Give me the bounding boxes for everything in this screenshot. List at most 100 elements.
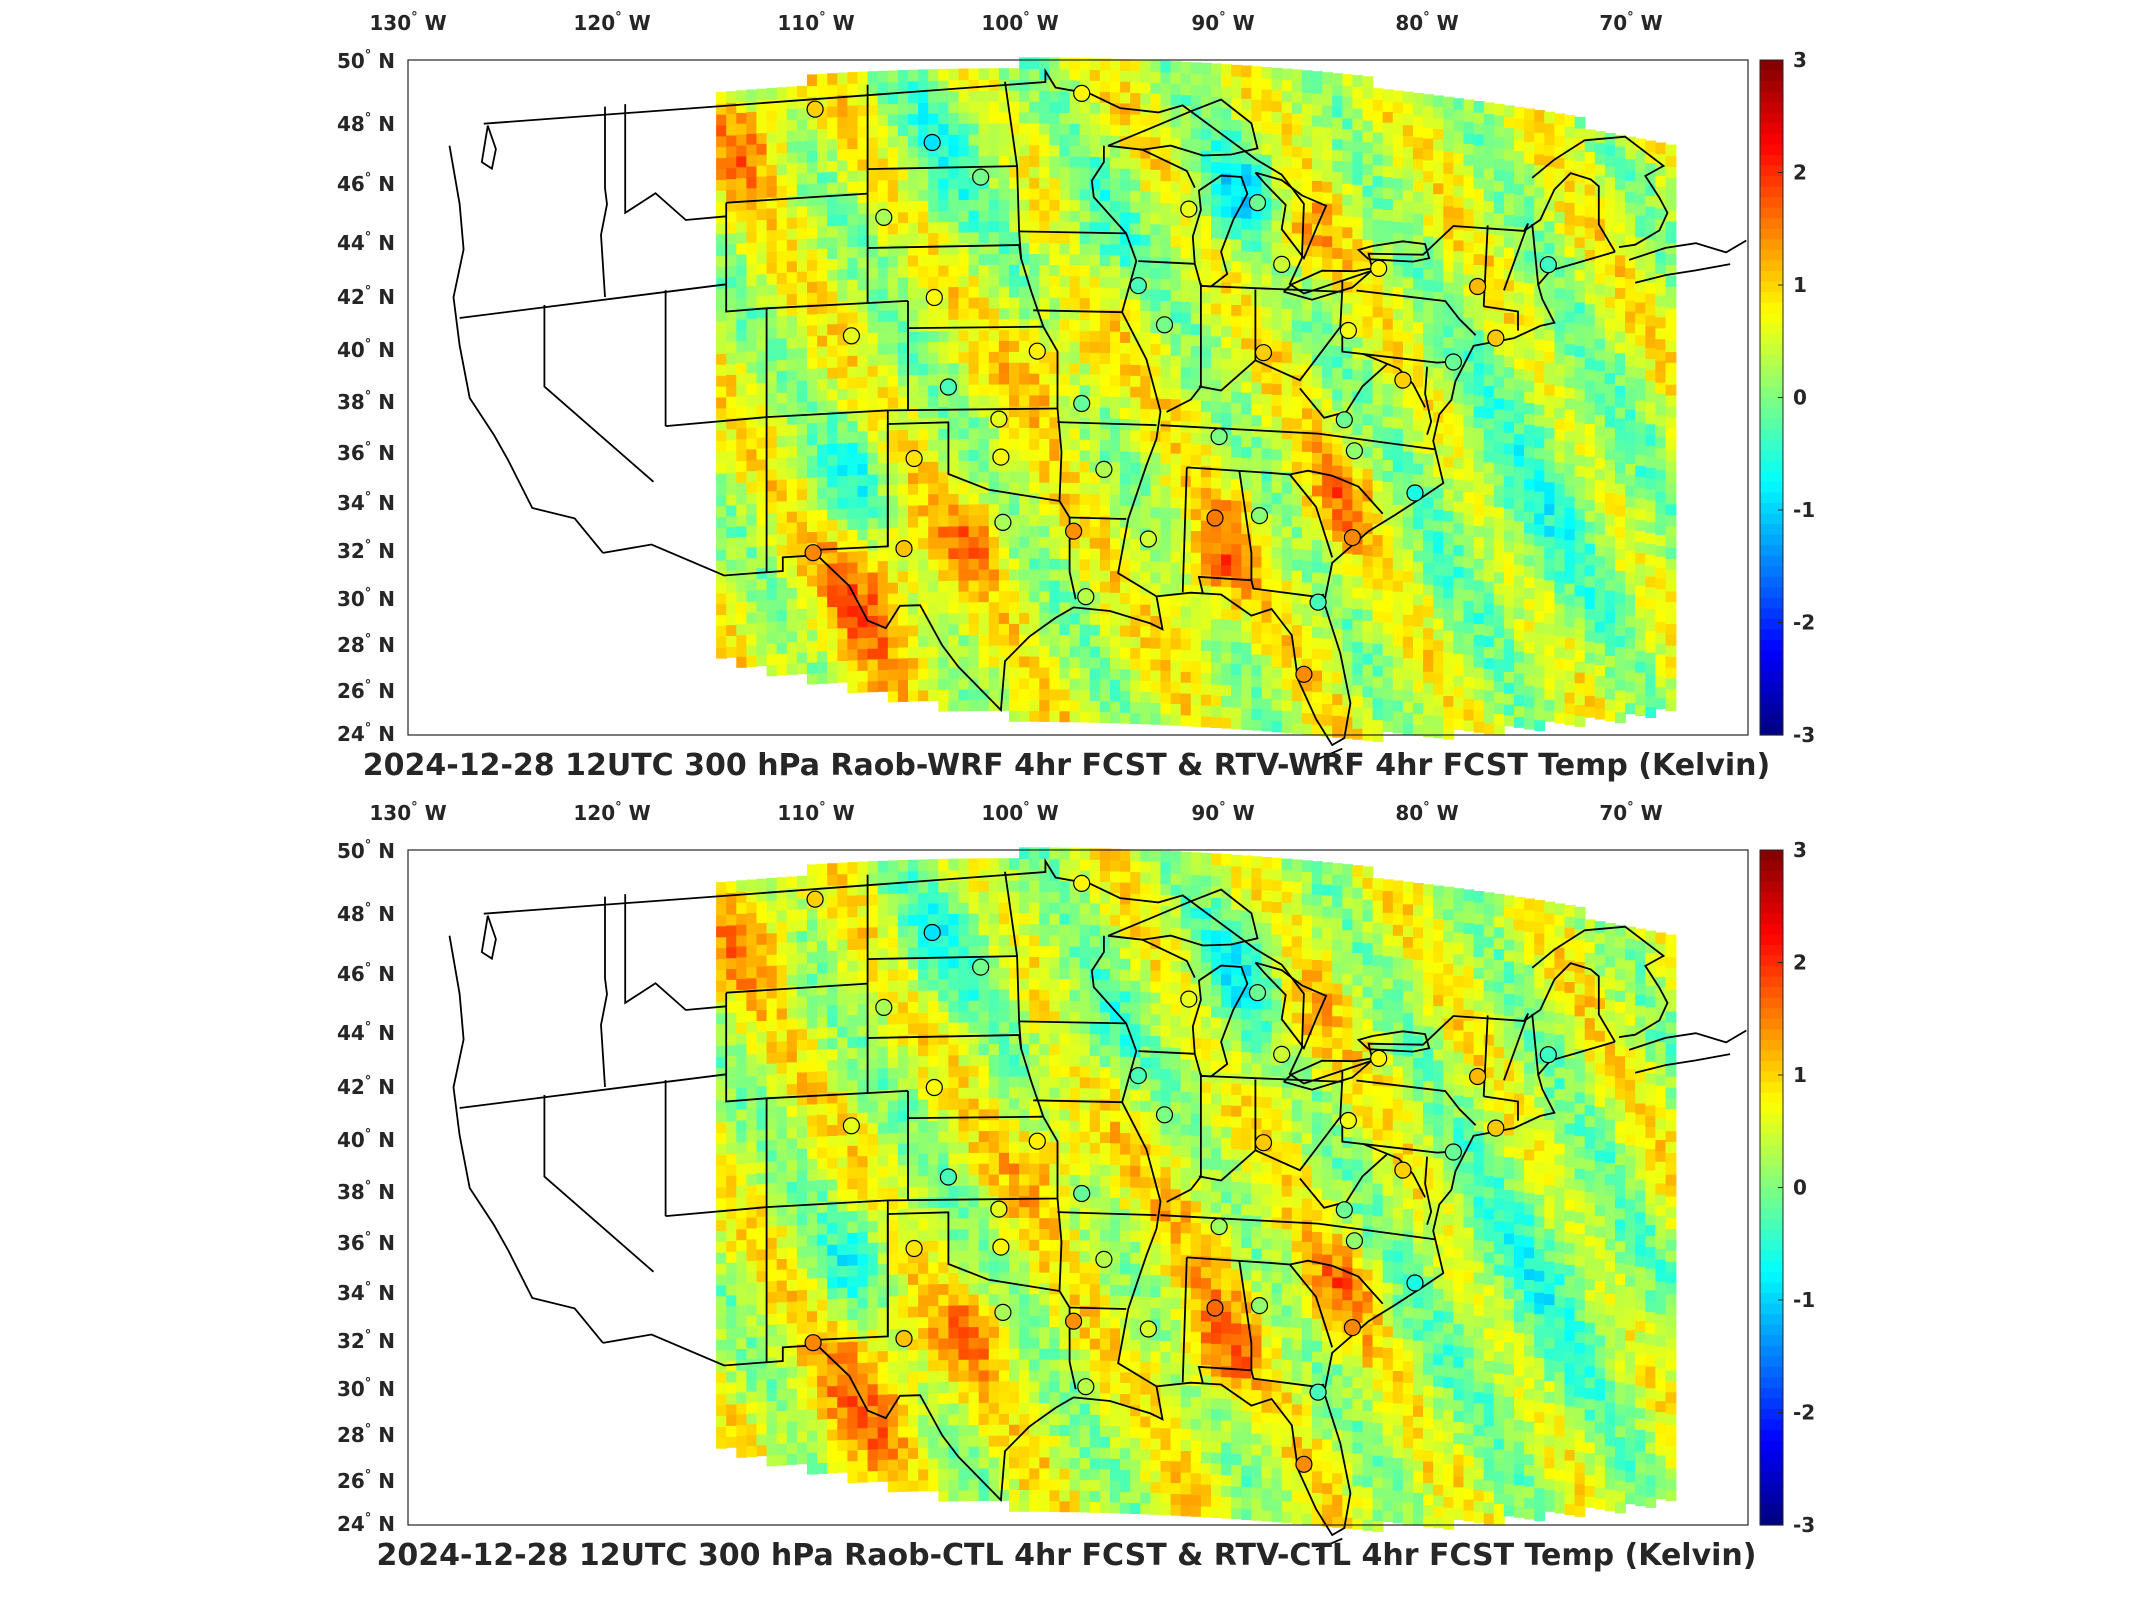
field-cell	[938, 253, 950, 266]
field-cell	[1463, 610, 1475, 623]
field-cell	[867, 473, 879, 486]
field-cell	[1231, 576, 1243, 588]
field-cell	[1312, 180, 1323, 192]
field-cell	[877, 484, 889, 496]
field-cell	[1332, 649, 1344, 662]
field-cell	[1554, 559, 1566, 572]
field-cell	[1312, 582, 1323, 595]
field-cell	[1473, 481, 1485, 494]
field-cell	[1049, 568, 1061, 581]
field-cell	[817, 476, 828, 488]
field-cell	[988, 459, 1000, 472]
field-cell	[908, 396, 919, 408]
field-cell	[796, 542, 808, 555]
field-cell	[1534, 654, 1546, 666]
field-cell	[1160, 474, 1172, 486]
field-cell	[1402, 211, 1414, 224]
field-cell	[887, 527, 899, 540]
field-cell	[837, 671, 849, 683]
field-cell	[807, 161, 818, 174]
field-cell	[1483, 417, 1495, 430]
field-cell	[1190, 279, 1202, 292]
field-cell	[1493, 288, 1505, 301]
field-cell	[918, 374, 929, 386]
field-cell	[1413, 201, 1424, 214]
field-cell	[1089, 178, 1101, 190]
field-cell	[1453, 272, 1465, 284]
field-cell	[948, 199, 960, 211]
field-cell	[1271, 426, 1283, 439]
field-cell	[1352, 314, 1364, 327]
field-cell	[938, 678, 950, 690]
field-cell	[1524, 217, 1535, 229]
field-cell	[1372, 197, 1384, 209]
field-cell	[877, 647, 889, 660]
field-cell	[1463, 523, 1475, 536]
field-cell	[1352, 325, 1364, 338]
field-cell	[1382, 372, 1394, 384]
field-cell	[1039, 166, 1051, 178]
field-cell	[1322, 170, 1333, 182]
field-cell	[1483, 396, 1495, 408]
field-cell	[716, 559, 727, 572]
field-cell	[1029, 688, 1041, 701]
field-cell	[807, 618, 818, 631]
field-cell	[1221, 162, 1232, 174]
field-cell	[897, 287, 909, 300]
field-cell	[1190, 366, 1202, 379]
field-cell	[1079, 101, 1091, 114]
field-cell	[948, 460, 960, 473]
field-cell	[1342, 487, 1354, 500]
field-cell	[958, 155, 970, 168]
field-cell	[1099, 591, 1111, 604]
field-cell	[1009, 318, 1020, 331]
field-cell	[817, 139, 828, 151]
field-cell	[1413, 408, 1424, 421]
field-cell	[1019, 666, 1030, 679]
field-cell	[1079, 308, 1091, 320]
field-cell	[817, 356, 828, 369]
field-cell	[1120, 265, 1131, 278]
field-cell	[968, 111, 980, 124]
field-cell	[1402, 418, 1414, 430]
field-cell	[1524, 424, 1535, 436]
field-cell	[1503, 399, 1515, 411]
field-cell	[1503, 366, 1515, 379]
field-cell	[1069, 275, 1081, 288]
field-cell	[1392, 177, 1404, 190]
field-cell	[1251, 370, 1263, 383]
field-cell	[928, 123, 940, 136]
field-cell	[988, 655, 1000, 668]
field-cell	[958, 645, 970, 657]
field-cell	[1120, 614, 1131, 626]
field-cell	[1362, 76, 1374, 88]
field-cell	[807, 139, 818, 152]
field-cell	[1170, 333, 1182, 345]
field-cell	[1413, 125, 1424, 138]
field-cell	[928, 591, 940, 604]
field-cell	[1534, 469, 1546, 481]
field-cell	[1140, 288, 1152, 301]
field-cell	[1049, 623, 1061, 635]
field-cell	[1089, 450, 1101, 462]
field-cell	[1281, 427, 1293, 440]
field-cell	[746, 263, 758, 276]
field-cell	[1029, 666, 1041, 679]
field-cell	[807, 379, 818, 391]
field-cell	[1271, 448, 1283, 461]
field-cell	[1039, 111, 1051, 124]
field-cell	[1221, 640, 1232, 653]
field-cell	[1554, 505, 1566, 517]
field-cell	[837, 322, 849, 335]
field-cell	[1251, 534, 1263, 546]
field-cell	[1170, 605, 1182, 617]
field-cell	[1089, 689, 1101, 701]
field-cell	[1140, 636, 1152, 649]
field-cell	[1554, 472, 1566, 485]
field-cell	[1332, 486, 1344, 499]
field-cell	[837, 366, 849, 379]
field-cell	[1392, 721, 1404, 734]
field-cell	[1200, 334, 1212, 347]
field-cell	[1221, 368, 1232, 381]
field-cell	[1301, 407, 1313, 420]
